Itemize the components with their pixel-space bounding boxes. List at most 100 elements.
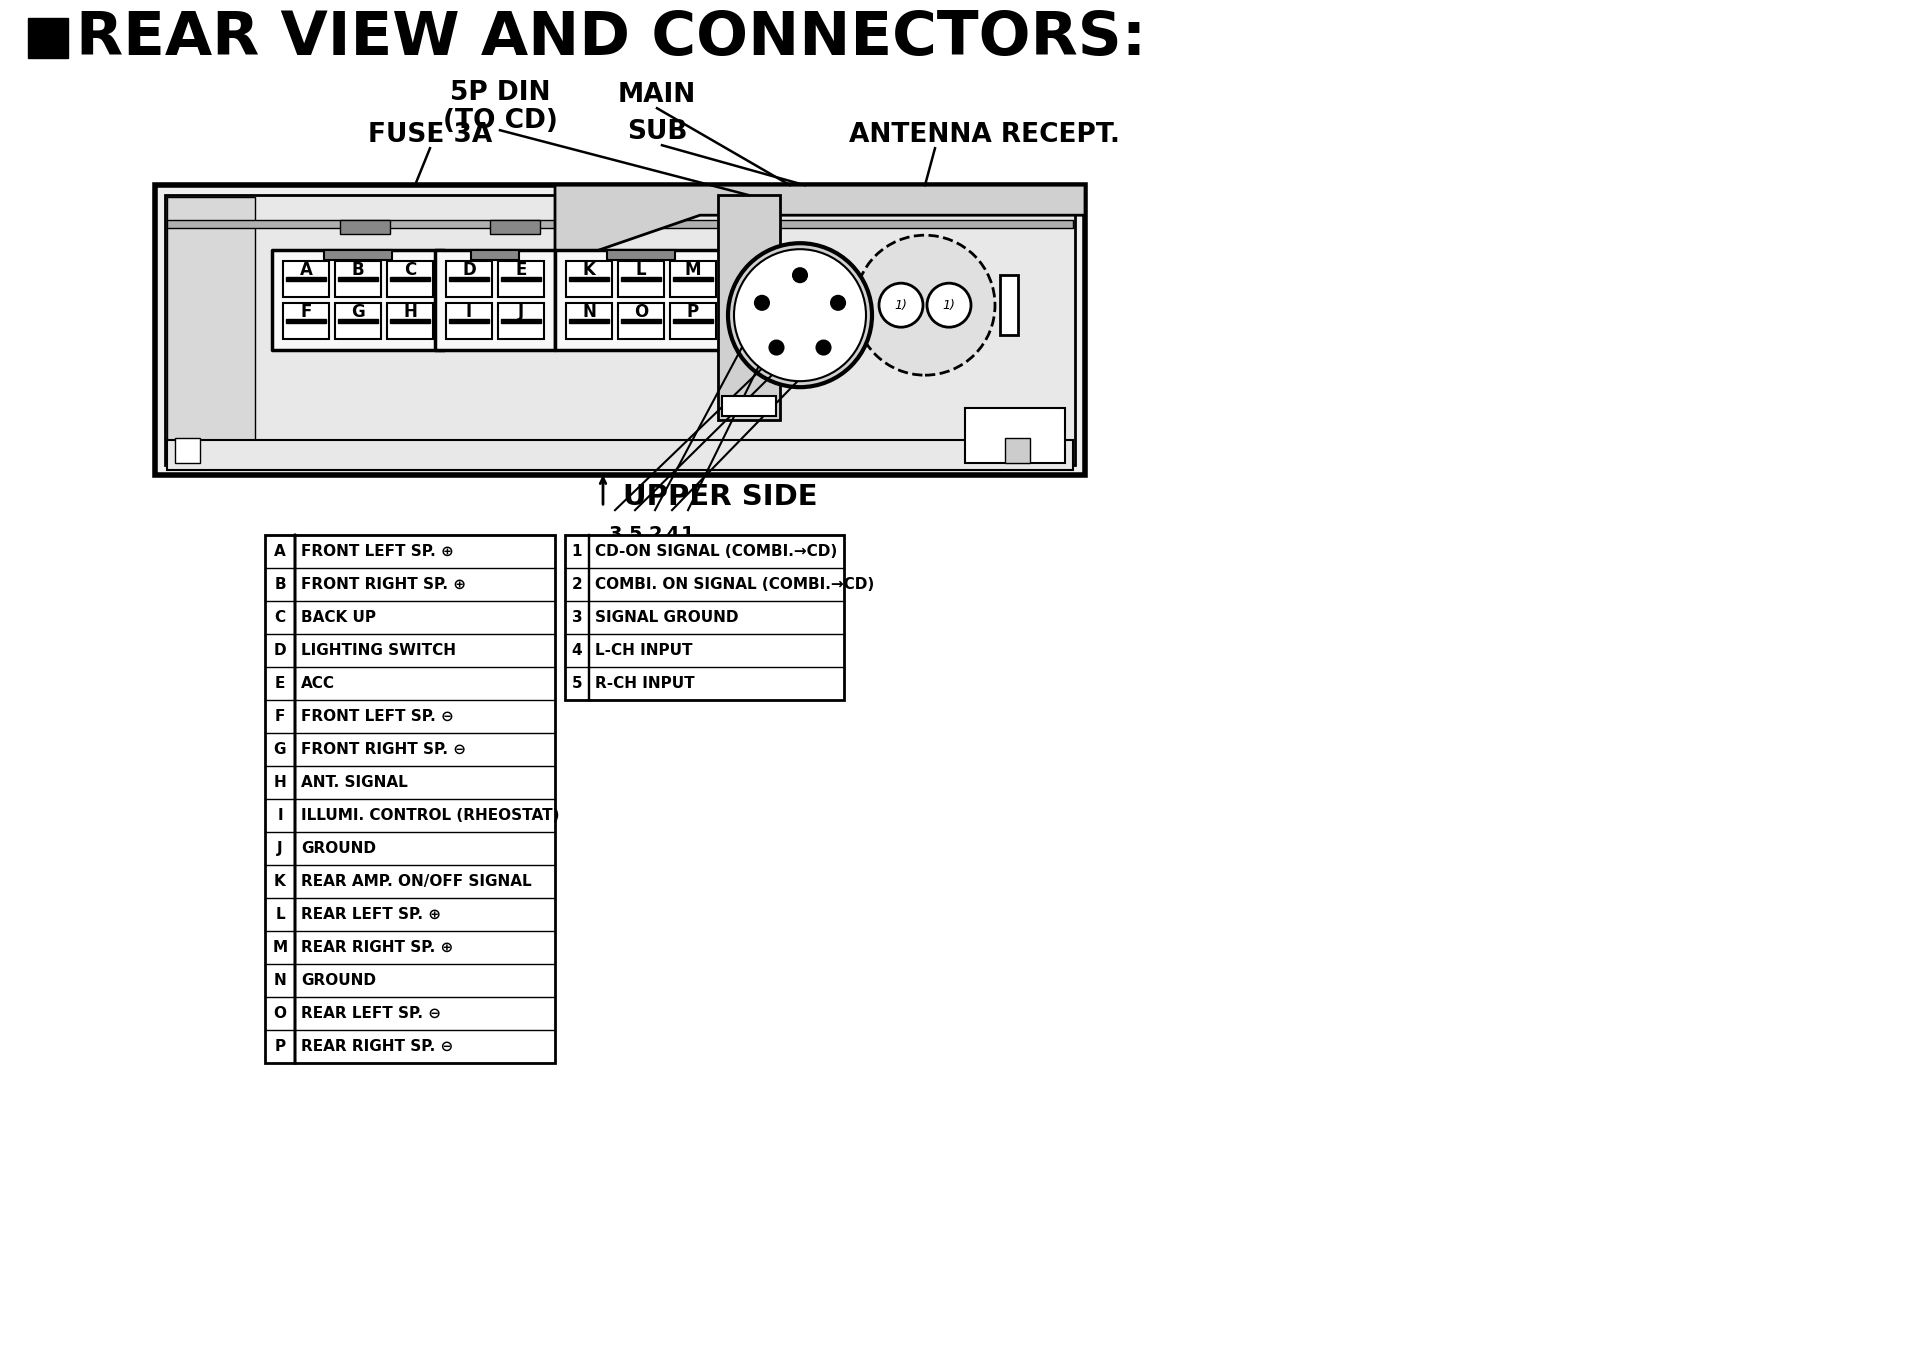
Text: 2: 2 xyxy=(571,577,582,592)
Circle shape xyxy=(855,236,995,375)
Circle shape xyxy=(754,296,769,309)
Circle shape xyxy=(878,284,922,327)
Bar xyxy=(498,262,544,297)
Bar xyxy=(449,277,489,281)
Circle shape xyxy=(769,341,783,354)
Bar xyxy=(674,319,712,323)
Text: F: F xyxy=(300,303,311,320)
Bar xyxy=(565,536,844,701)
Text: FRONT LEFT SP. ⊖: FRONT LEFT SP. ⊖ xyxy=(302,709,454,724)
Bar xyxy=(283,262,328,297)
Bar xyxy=(338,319,378,323)
Text: G: G xyxy=(351,303,365,320)
Text: FRONT RIGHT SP. ⊕: FRONT RIGHT SP. ⊕ xyxy=(302,577,466,592)
Bar xyxy=(569,277,609,281)
Bar xyxy=(388,303,433,339)
Text: 1): 1) xyxy=(895,298,907,312)
Bar xyxy=(389,277,430,281)
Circle shape xyxy=(733,249,867,382)
Bar xyxy=(155,185,1084,476)
Bar xyxy=(435,251,556,350)
Bar xyxy=(271,251,445,350)
Bar xyxy=(334,303,382,339)
Text: M: M xyxy=(685,260,701,279)
Text: FRONT LEFT SP. ⊕: FRONT LEFT SP. ⊕ xyxy=(302,544,454,559)
Text: MAIN: MAIN xyxy=(619,82,697,108)
Bar xyxy=(619,303,664,339)
Bar xyxy=(620,319,661,323)
Bar xyxy=(166,221,1073,228)
Bar xyxy=(500,277,540,281)
Bar xyxy=(565,303,613,339)
Text: GROUND: GROUND xyxy=(302,973,376,988)
Text: C: C xyxy=(405,260,416,279)
Bar xyxy=(389,319,430,323)
Text: B: B xyxy=(351,260,365,279)
Bar xyxy=(607,251,676,260)
Bar xyxy=(569,319,609,323)
Text: J: J xyxy=(517,303,525,320)
Text: O: O xyxy=(273,1006,286,1021)
Text: 2: 2 xyxy=(649,525,662,544)
Text: P: P xyxy=(275,1039,286,1054)
Text: A: A xyxy=(275,544,286,559)
Circle shape xyxy=(928,284,972,327)
Text: REAR VIEW AND CONNECTORS:: REAR VIEW AND CONNECTORS: xyxy=(76,8,1145,68)
Bar xyxy=(722,397,775,416)
Text: FRONT RIGHT SP. ⊖: FRONT RIGHT SP. ⊖ xyxy=(302,741,466,756)
Bar xyxy=(334,262,382,297)
Bar xyxy=(338,277,378,281)
Text: 4: 4 xyxy=(664,525,680,544)
Text: 4: 4 xyxy=(571,643,582,658)
Text: ILLUMI. CONTROL (RHEOSTAT): ILLUMI. CONTROL (RHEOSTAT) xyxy=(302,808,559,823)
Text: G: G xyxy=(273,741,286,756)
Bar xyxy=(265,536,556,1063)
Bar xyxy=(491,221,540,234)
Text: M: M xyxy=(273,940,288,955)
Text: E: E xyxy=(275,676,284,691)
Circle shape xyxy=(792,269,808,282)
Text: BACK UP: BACK UP xyxy=(302,611,376,626)
Text: B: B xyxy=(275,577,286,592)
Text: L: L xyxy=(636,260,647,279)
Text: ACC: ACC xyxy=(302,676,334,691)
Text: 3: 3 xyxy=(571,611,582,626)
Text: C: C xyxy=(275,611,286,626)
Text: J: J xyxy=(277,841,283,856)
Bar xyxy=(449,319,489,323)
Text: SIGNAL GROUND: SIGNAL GROUND xyxy=(596,611,739,626)
Text: 5P DIN
(TO CD): 5P DIN (TO CD) xyxy=(443,80,557,134)
Text: REAR RIGHT SP. ⊕: REAR RIGHT SP. ⊕ xyxy=(302,940,452,955)
Text: 1): 1) xyxy=(943,298,954,312)
Bar xyxy=(325,251,393,260)
Text: A: A xyxy=(300,260,313,279)
Text: 5: 5 xyxy=(571,676,582,691)
Text: UPPER SIDE: UPPER SIDE xyxy=(622,483,817,511)
Text: N: N xyxy=(582,303,596,320)
Text: SUB: SUB xyxy=(626,119,687,146)
Text: ANT. SIGNAL: ANT. SIGNAL xyxy=(302,776,409,791)
Text: K: K xyxy=(582,260,596,279)
Bar xyxy=(447,262,493,297)
Circle shape xyxy=(817,341,830,354)
Bar xyxy=(286,319,326,323)
Text: COMBI. ON SIGNAL (COMBI.→CD): COMBI. ON SIGNAL (COMBI.→CD) xyxy=(596,577,874,592)
Bar xyxy=(718,195,781,420)
Bar xyxy=(283,303,328,339)
Bar xyxy=(620,277,661,281)
Text: CD-ON SIGNAL (COMBI.→CD): CD-ON SIGNAL (COMBI.→CD) xyxy=(596,544,838,559)
Bar xyxy=(619,262,664,297)
Bar xyxy=(388,262,433,297)
Text: N: N xyxy=(273,973,286,988)
Text: R-CH INPUT: R-CH INPUT xyxy=(596,676,695,691)
Text: 1: 1 xyxy=(682,525,695,544)
Text: P: P xyxy=(687,303,699,320)
Bar xyxy=(29,18,69,59)
Bar xyxy=(565,262,613,297)
Bar xyxy=(176,438,200,463)
Bar xyxy=(166,198,256,463)
Text: REAR LEFT SP. ⊕: REAR LEFT SP. ⊕ xyxy=(302,908,441,923)
Bar xyxy=(166,440,1073,470)
Text: ANTENNA RECEPT.: ANTENNA RECEPT. xyxy=(850,123,1121,149)
Text: H: H xyxy=(273,776,286,791)
